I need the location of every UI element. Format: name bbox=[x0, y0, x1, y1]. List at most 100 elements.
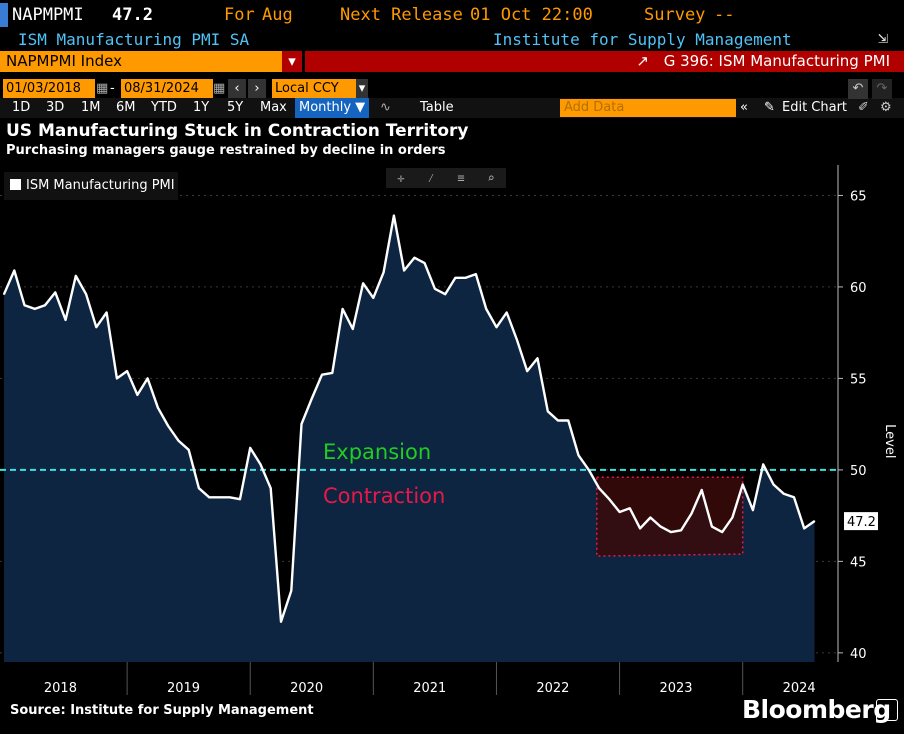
y-axis-label: Level bbox=[882, 424, 897, 458]
zoom-icon[interactable]: ⌕ bbox=[487, 171, 495, 185]
line-chart-icon[interactable]: ∿ bbox=[380, 100, 391, 115]
currency-select[interactable]: Local CCY bbox=[272, 79, 360, 98]
prev-period-icon[interactable]: ‹ bbox=[228, 79, 246, 98]
data-point bbox=[505, 311, 508, 314]
data-point bbox=[495, 326, 498, 328]
data-point bbox=[536, 357, 539, 360]
data-point bbox=[167, 425, 169, 427]
data-point bbox=[95, 326, 98, 328]
crosshair-icon[interactable]: ✛ bbox=[397, 171, 405, 185]
data-point bbox=[13, 269, 16, 272]
pencil-icon[interactable]: ✎ bbox=[764, 100, 775, 115]
data-point bbox=[157, 406, 159, 409]
x-tick-label: 2020 bbox=[290, 681, 323, 695]
range-1m[interactable]: 1M bbox=[81, 100, 101, 115]
highlight-range bbox=[596, 476, 744, 557]
data-point bbox=[731, 516, 734, 519]
data-point bbox=[105, 311, 108, 314]
range-1y[interactable]: 1Y bbox=[193, 100, 210, 115]
chart-toolbar: 1D 3D 1M 6M YTD 1Y 5Y Max Monthly ▼ ∿ Ta… bbox=[0, 79, 904, 118]
range-6m[interactable]: 6M bbox=[116, 100, 136, 115]
data-point bbox=[310, 397, 313, 400]
data-point bbox=[577, 454, 580, 457]
y-axis: 40 45 50 55 60 65 Level 47.2 bbox=[837, 165, 897, 662]
data-point bbox=[690, 513, 693, 515]
security-dropdown-icon[interactable]: ▾ bbox=[282, 51, 302, 72]
gear-icon[interactable]: ⚙ bbox=[880, 100, 892, 115]
data-point bbox=[639, 527, 641, 530]
redo-icon[interactable]: ↷ bbox=[872, 79, 892, 99]
legend[interactable]: ISM Manufacturing PMI bbox=[4, 172, 178, 200]
data-point bbox=[629, 507, 631, 510]
collapse-icon[interactable]: « bbox=[740, 100, 748, 115]
chart-title: US Manufacturing Stuck in Contraction Te… bbox=[6, 121, 469, 141]
data-point bbox=[403, 269, 405, 272]
data-point bbox=[475, 273, 477, 275]
security-input[interactable]: NAPMPMI Index ▾ bbox=[0, 51, 302, 72]
range-5y[interactable]: 5Y bbox=[227, 100, 244, 115]
chart-tools: ✛ ⁄ ≡ ⌕ bbox=[386, 168, 506, 188]
edit-icon[interactable]: ✐ bbox=[858, 100, 869, 115]
last-value-label: 47.2 bbox=[847, 515, 876, 530]
data-point bbox=[546, 410, 549, 413]
brand-logo: Bloomberg bbox=[742, 695, 891, 724]
last-value: 47.2 bbox=[112, 5, 153, 25]
data-point bbox=[331, 372, 334, 374]
data-point bbox=[721, 531, 723, 533]
x-tick-label: 2019 bbox=[167, 681, 200, 695]
range-ytd[interactable]: YTD bbox=[151, 100, 177, 115]
data-point bbox=[700, 489, 703, 491]
undo-icon[interactable]: ↶ bbox=[848, 79, 868, 99]
data-point bbox=[803, 527, 806, 530]
last-value-tag bbox=[844, 512, 878, 531]
data-point bbox=[33, 308, 36, 310]
data-point bbox=[177, 439, 180, 442]
launch-icon[interactable]: ↗ bbox=[636, 52, 649, 70]
data-point bbox=[393, 214, 395, 217]
series-name: ISM Manufacturing PMI SA bbox=[18, 30, 250, 49]
range-1d[interactable]: 1D bbox=[12, 100, 31, 115]
data-point bbox=[526, 370, 529, 372]
data-point bbox=[557, 419, 559, 422]
data-point bbox=[116, 377, 118, 380]
data-point bbox=[608, 498, 611, 500]
x-tick-label: 2022 bbox=[536, 681, 569, 695]
edit-chart-button[interactable]: Edit Chart bbox=[782, 100, 848, 115]
data-point bbox=[208, 496, 210, 499]
data-point bbox=[341, 308, 344, 310]
graph-label: G 396: ISM Manufacturing PMI bbox=[663, 52, 890, 70]
chart-subtitle: Purchasing managers gauge restrained by … bbox=[6, 143, 446, 158]
list-icon[interactable]: ≡ bbox=[457, 171, 465, 185]
start-date-input[interactable]: 01/03/2018 bbox=[3, 79, 95, 98]
add-data-input[interactable]: Add Data bbox=[560, 99, 736, 117]
table-button[interactable]: Table bbox=[420, 100, 454, 115]
calendar-icon[interactable]: ▦ bbox=[96, 81, 109, 96]
data-point bbox=[321, 373, 323, 376]
data-point bbox=[136, 394, 139, 396]
range-max[interactable]: Max bbox=[260, 100, 287, 115]
end-date-input[interactable]: 08/31/2024 bbox=[121, 79, 213, 98]
calendar-icon[interactable]: ▦ bbox=[213, 81, 226, 96]
data-point bbox=[126, 370, 128, 372]
data-point bbox=[567, 419, 570, 422]
data-point bbox=[290, 589, 293, 592]
data-point bbox=[659, 525, 662, 528]
security-input-text: NAPMPMI Index bbox=[6, 52, 122, 70]
data-point bbox=[413, 256, 416, 259]
x-axis: 2018 2019 2020 2021 2022 2023 2024 bbox=[44, 681, 816, 695]
date-separator: - bbox=[110, 81, 115, 96]
data-point bbox=[711, 525, 713, 528]
series-area bbox=[4, 215, 815, 662]
data-point bbox=[680, 529, 682, 532]
next-period-icon[interactable]: › bbox=[248, 79, 266, 98]
bloomberg-chart-icon: ▮ bbox=[876, 699, 898, 721]
data-point bbox=[146, 377, 149, 380]
range-3d[interactable]: 3D bbox=[46, 100, 65, 115]
export-icon[interactable]: ⇲ bbox=[878, 28, 889, 48]
frequency-select[interactable]: Monthly ▼ bbox=[295, 98, 370, 118]
draw-icon[interactable]: ⁄ bbox=[427, 171, 435, 185]
series-line bbox=[2, 214, 816, 623]
y-tick-label: 55 bbox=[850, 372, 867, 387]
currency-dropdown-icon[interactable]: ▾ bbox=[356, 79, 368, 98]
